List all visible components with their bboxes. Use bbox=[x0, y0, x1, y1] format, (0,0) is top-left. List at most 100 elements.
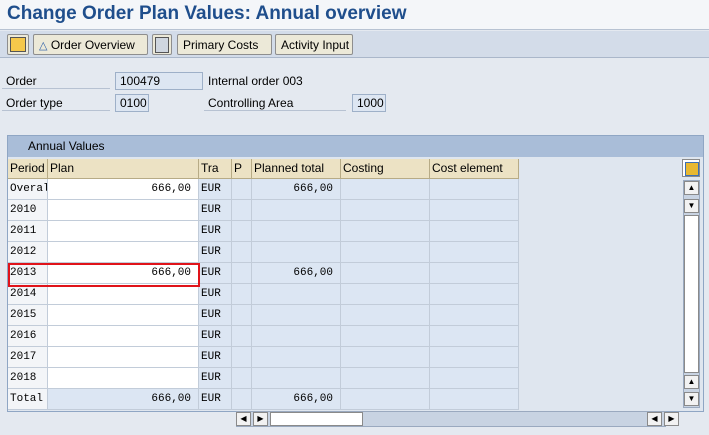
column-header: Tra bbox=[199, 159, 232, 179]
table-cell: 2012 bbox=[8, 242, 48, 263]
scroll-right[interactable]: ▶ bbox=[253, 412, 268, 426]
table-cell[interactable] bbox=[48, 284, 199, 305]
page-up[interactable]: ▼ bbox=[684, 199, 699, 213]
table-cell: 2011 bbox=[8, 221, 48, 242]
icon: △ bbox=[39, 40, 48, 52]
table-cell bbox=[430, 305, 519, 326]
field-value[interactable]: 0100 bbox=[115, 94, 149, 112]
column-header: Costing bbox=[341, 159, 430, 179]
table-cell bbox=[232, 221, 252, 242]
scroll-left[interactable]: ◀ bbox=[236, 412, 251, 426]
toolbar-button[interactable]: Primary Costs bbox=[177, 34, 272, 55]
button-label: Order Overview bbox=[50, 38, 135, 52]
table-cell bbox=[232, 200, 252, 221]
table-cell bbox=[430, 242, 519, 263]
table-cell: EUR bbox=[199, 389, 232, 410]
table-cell: 2017 bbox=[8, 347, 48, 368]
table-cell bbox=[232, 347, 252, 368]
table-cell: Total bbox=[8, 389, 48, 410]
icon-button[interactable] bbox=[7, 34, 29, 55]
page-down[interactable]: ▲ bbox=[684, 375, 699, 389]
table-cell: Overal bbox=[8, 179, 48, 200]
table-cell[interactable] bbox=[48, 326, 199, 347]
table-cell: 2016 bbox=[8, 326, 48, 347]
table-cell bbox=[252, 368, 341, 389]
table-cell bbox=[430, 200, 519, 221]
scroll-thumb[interactable] bbox=[270, 412, 363, 426]
field-text: Internal order 003 bbox=[208, 74, 303, 88]
table-cell: EUR bbox=[199, 221, 232, 242]
table-cell[interactable] bbox=[48, 347, 199, 368]
field-value[interactable]: 1000 bbox=[352, 94, 386, 112]
scroll-down[interactable]: ▼ bbox=[684, 392, 699, 406]
icon bbox=[10, 37, 26, 52]
table-cell bbox=[341, 389, 430, 410]
table-cell bbox=[252, 326, 341, 347]
scroll-thumb[interactable] bbox=[684, 215, 699, 373]
table-cell bbox=[341, 284, 430, 305]
table-cell[interactable]: 666,00 bbox=[48, 179, 199, 200]
table-cell bbox=[341, 347, 430, 368]
table-cell: EUR bbox=[199, 263, 232, 284]
table-cell: 2014 bbox=[8, 284, 48, 305]
table-cell bbox=[252, 221, 341, 242]
column-header: Planned total bbox=[252, 159, 341, 179]
table-cell: EUR bbox=[199, 347, 232, 368]
table-cell bbox=[341, 305, 430, 326]
scroll-up[interactable]: ▲ bbox=[684, 181, 699, 195]
toolbar-button[interactable]: Activity Input bbox=[275, 34, 353, 55]
table-cell[interactable] bbox=[48, 200, 199, 221]
table-cell: 666,00 bbox=[252, 263, 341, 284]
table-cell bbox=[232, 305, 252, 326]
table-cell bbox=[252, 305, 341, 326]
table-cell bbox=[232, 179, 252, 200]
table-cell: 2013 bbox=[8, 263, 48, 284]
column-header: Cost element bbox=[430, 159, 519, 179]
field-label: Controlling Area bbox=[204, 94, 346, 111]
table-cell bbox=[430, 263, 519, 284]
scroll-left[interactable]: ◀ bbox=[647, 412, 662, 426]
calculator-button[interactable] bbox=[152, 34, 172, 55]
table-cell bbox=[252, 242, 341, 263]
table-cell bbox=[341, 326, 430, 347]
table-cell bbox=[430, 179, 519, 200]
icon bbox=[685, 162, 699, 176]
highlight-box bbox=[8, 263, 200, 287]
table-cell[interactable]: 666,00 bbox=[48, 263, 199, 284]
table-cell bbox=[232, 389, 252, 410]
table-cell bbox=[430, 221, 519, 242]
field-label: Order bbox=[2, 72, 110, 89]
table-cell[interactable] bbox=[48, 242, 199, 263]
table-cell: 2010 bbox=[8, 200, 48, 221]
table-cell[interactable] bbox=[48, 368, 199, 389]
column-header: P bbox=[232, 159, 252, 179]
table-cell bbox=[430, 326, 519, 347]
table-cell: 2015 bbox=[8, 305, 48, 326]
table-cell: EUR bbox=[199, 284, 232, 305]
table-cell bbox=[430, 347, 519, 368]
table-cell bbox=[341, 263, 430, 284]
table-cell bbox=[252, 200, 341, 221]
field-label: Order type bbox=[2, 94, 110, 111]
scroll-right[interactable]: ▶ bbox=[664, 412, 679, 426]
table-cell: 2018 bbox=[8, 368, 48, 389]
table-cell bbox=[430, 389, 519, 410]
table-cell bbox=[341, 200, 430, 221]
table-cell: EUR bbox=[199, 326, 232, 347]
table-cell bbox=[232, 284, 252, 305]
table-cell: EUR bbox=[199, 179, 232, 200]
toolbar-button[interactable]: △ Order Overview bbox=[33, 34, 148, 55]
table-cell bbox=[341, 242, 430, 263]
field-value[interactable]: 100479 bbox=[115, 72, 203, 90]
column-settings[interactable] bbox=[682, 159, 700, 177]
table-cell: 666,00 bbox=[252, 389, 341, 410]
column-header: Period bbox=[8, 159, 48, 179]
icon bbox=[155, 37, 169, 53]
screen-title: Change Order Plan Values: Annual overvie… bbox=[0, 0, 709, 30]
table-cell bbox=[232, 326, 252, 347]
table-cell[interactable] bbox=[48, 221, 199, 242]
column-header: Plan bbox=[48, 159, 199, 179]
table-cell[interactable] bbox=[48, 305, 199, 326]
table-cell: EUR bbox=[199, 200, 232, 221]
